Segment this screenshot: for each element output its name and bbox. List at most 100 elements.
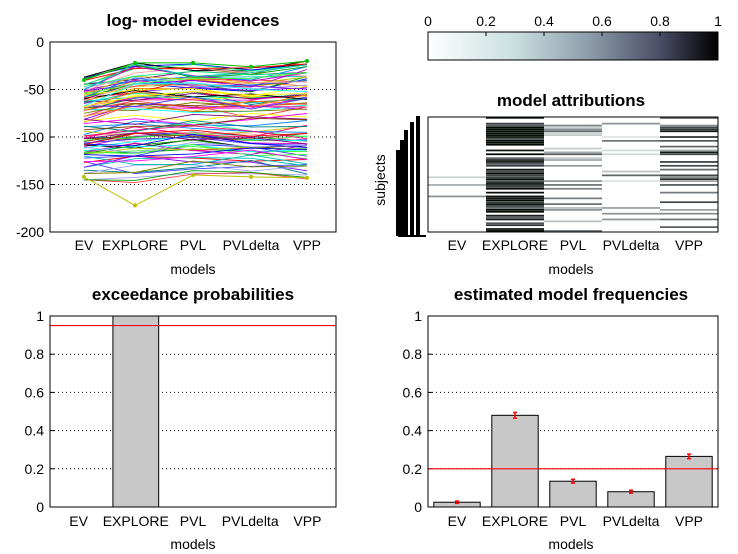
x-tick-label: PVL [180,237,207,253]
heatmap-cell [660,184,718,186]
heatmap-cell [486,141,544,144]
heatmap-cell [486,207,544,209]
y-tick-label: 0.4 [25,423,45,439]
heatmap-cell [544,197,602,200]
y-tick-label: 0.8 [403,346,423,362]
heatmap-cell [602,218,660,221]
heatmap-cell [428,195,486,198]
series-line [83,71,308,95]
series-line [83,149,308,163]
series-line [83,132,308,141]
heatmap-cell [486,187,544,190]
heatmap-column [544,117,602,232]
plot-frame [49,315,337,508]
heatmap-cell [428,176,486,179]
heatmap-cell [660,180,718,182]
y-tick-label: 0.4 [403,423,423,439]
heatmap-cell [486,214,544,217]
series-point [191,60,195,65]
heatmap-cell [486,122,544,125]
series-line [83,63,308,91]
series-line [83,64,308,80]
x-tick-label: PVLdelta [223,237,280,253]
heatmap-cell [602,180,660,182]
heatmap-cell [660,191,718,194]
heatmap-cell [486,138,544,140]
heatmap-cell [544,209,602,211]
series-line [83,124,308,139]
heatmap-cell [486,176,544,179]
heatmap-cell [602,170,660,173]
heatmap-cell [660,164,718,167]
x-axis-label: models [548,261,593,277]
heatmap-cell [544,147,602,150]
heatmap-cell [660,168,718,171]
series-point [249,64,253,69]
series-line [83,123,308,133]
heatmap-cell [660,174,718,177]
heatmap-cell [660,124,718,127]
heatmap-cell [544,159,602,161]
heatmap-cell [544,151,602,154]
colorbar-tick-label: 1 [714,13,722,29]
heatmap-cell [486,180,544,182]
heatmap-cell [486,134,544,136]
log-model-evidences-panel: log- model evidences models 0 -50 -100 -150… [16,11,337,277]
x-tick-label: PVLdelta [603,237,660,253]
heatmap-cell [544,128,602,131]
heatmap-cell [486,157,544,159]
series-point [82,174,86,179]
x-axis-label: models [170,261,215,277]
colorbar-tick-label: 0.2 [476,13,496,29]
heatmap-cell [660,126,718,129]
heatmap-cell [660,212,718,215]
heatmap-cell [544,132,602,135]
y-tick-label: 0.2 [25,461,45,477]
series-line [83,161,308,175]
heatmap-cell [602,212,660,215]
x-tick-label: EV [448,237,467,253]
heatmap-column [428,117,486,232]
plot-frame [49,41,337,233]
heatmap-cell [544,207,602,209]
heatmap-cell [544,157,602,159]
chart-title: exceedance probabilities [92,285,294,304]
colorbar-tick-label: 0.4 [534,13,554,29]
x-tick-label: VPP [293,237,321,253]
heatmap-cell [486,128,544,131]
heatmap-cell [486,149,544,152]
series-line [83,99,308,117]
heatmap-cell [486,228,544,230]
bar [491,414,539,508]
model-attributions-panel: model attributions models subjects EV EXP… [372,91,719,277]
heatmap-cell [660,136,718,138]
series-line [83,137,308,146]
colorbar-tick-label: 0 [424,13,432,29]
heatmap-cell [486,172,544,175]
heatmap-cell [660,209,718,211]
heatmap-cell [544,220,602,223]
series-line [83,146,308,155]
y-axis-label: subjects [372,154,388,205]
heatmap-cell [486,143,544,146]
heatmap-cell [602,136,660,138]
heatmap-cell [486,182,544,184]
series-point [133,203,137,208]
series-line [83,76,308,90]
series-line [83,91,308,108]
series-line [83,132,308,145]
series-line [83,70,308,88]
series-line [83,148,308,160]
heatmap-cell [486,130,544,133]
heatmap-cell [544,126,602,129]
x-tick-label: EV [69,513,88,529]
colorbar-tick-label: 0.8 [650,13,670,29]
series-line [83,75,308,94]
y-tick-label: -100 [16,129,44,145]
x-tick-label: PVLdelta [603,513,660,529]
heatmap-cell [486,209,544,211]
heatmap-cell [486,210,544,213]
heatmap-cell [486,201,544,204]
series-point [305,175,309,180]
